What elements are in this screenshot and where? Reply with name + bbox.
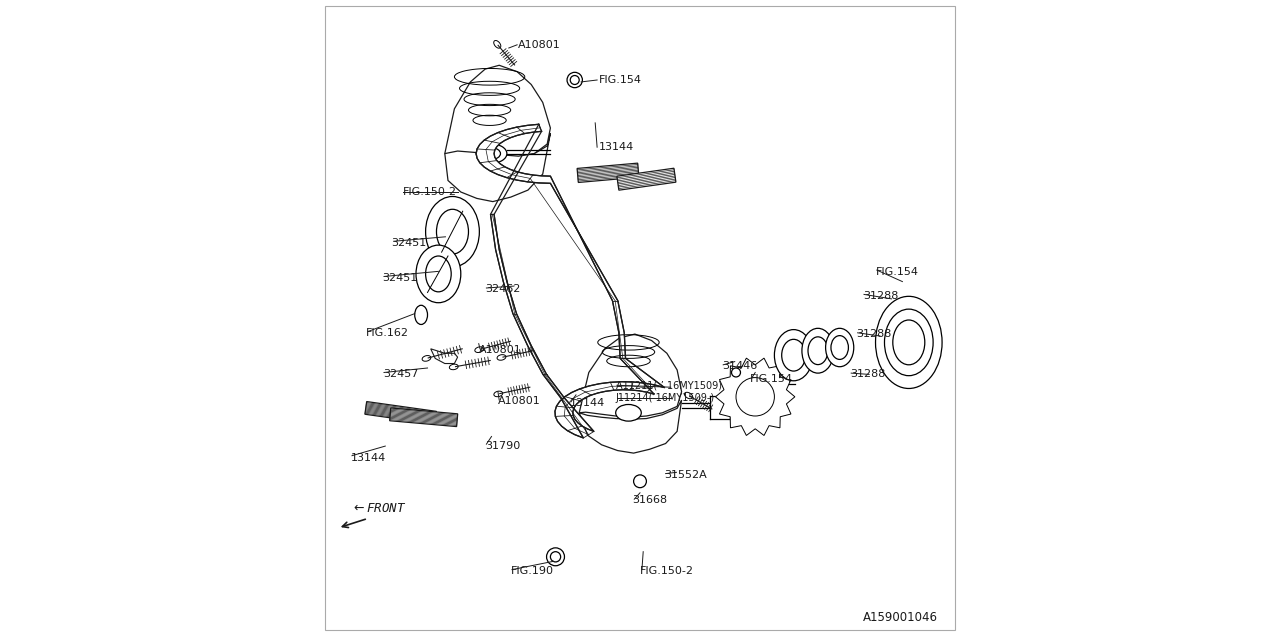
Text: 13144: 13144	[351, 452, 387, 463]
Ellipse shape	[567, 72, 582, 88]
Polygon shape	[445, 65, 550, 160]
Polygon shape	[580, 334, 681, 417]
Polygon shape	[430, 349, 458, 364]
Ellipse shape	[476, 144, 507, 163]
Ellipse shape	[571, 76, 580, 84]
Text: J11214(’16MY1509-): J11214(’16MY1509-)	[616, 393, 714, 403]
Text: A10801: A10801	[518, 40, 561, 50]
Ellipse shape	[475, 347, 484, 353]
Text: A159001046: A159001046	[863, 611, 937, 624]
Ellipse shape	[876, 296, 942, 388]
Text: FIG.150-2: FIG.150-2	[403, 187, 457, 197]
Ellipse shape	[436, 209, 468, 254]
Text: FIG.154: FIG.154	[750, 374, 794, 384]
Ellipse shape	[831, 335, 849, 360]
Ellipse shape	[808, 337, 828, 365]
Text: FIG.150-2: FIG.150-2	[640, 566, 694, 576]
Ellipse shape	[774, 330, 813, 381]
Ellipse shape	[884, 309, 933, 376]
Ellipse shape	[483, 148, 500, 159]
Text: 31288: 31288	[850, 369, 886, 380]
Text: A10801: A10801	[479, 345, 521, 355]
Text: FIG.162: FIG.162	[366, 328, 410, 338]
Polygon shape	[445, 133, 550, 202]
Text: $\leftarrow$FRONT: $\leftarrow$FRONT	[351, 502, 406, 515]
Text: FIG.154: FIG.154	[876, 267, 919, 277]
Ellipse shape	[449, 364, 458, 370]
Text: 32451: 32451	[392, 238, 428, 248]
Text: 32457: 32457	[383, 369, 419, 380]
Text: FIG.154: FIG.154	[599, 75, 641, 85]
Ellipse shape	[494, 40, 500, 48]
Polygon shape	[580, 400, 681, 453]
Circle shape	[547, 548, 564, 566]
Circle shape	[550, 552, 561, 562]
Circle shape	[732, 368, 740, 377]
Text: 13144: 13144	[570, 398, 605, 408]
Ellipse shape	[782, 339, 805, 371]
Text: FIG.190: FIG.190	[511, 566, 554, 576]
Text: 32462: 32462	[485, 284, 521, 294]
Polygon shape	[365, 401, 436, 424]
Circle shape	[634, 475, 646, 488]
Text: 31552A: 31552A	[664, 470, 707, 480]
Ellipse shape	[893, 320, 925, 365]
Ellipse shape	[826, 328, 854, 367]
Ellipse shape	[425, 256, 452, 292]
Ellipse shape	[425, 196, 480, 267]
Ellipse shape	[494, 391, 503, 397]
Text: 31288: 31288	[863, 291, 899, 301]
Polygon shape	[389, 408, 458, 427]
Ellipse shape	[616, 404, 641, 421]
Text: A10801: A10801	[498, 396, 540, 406]
Polygon shape	[476, 124, 664, 438]
Text: 13144: 13144	[599, 142, 634, 152]
Text: 31668: 31668	[632, 495, 667, 506]
Ellipse shape	[497, 355, 506, 360]
Ellipse shape	[685, 392, 692, 399]
Text: A11211(-’ 16MY1509): A11211(-’ 16MY1509)	[616, 380, 722, 390]
Ellipse shape	[416, 245, 461, 303]
Polygon shape	[577, 163, 639, 182]
Polygon shape	[617, 168, 676, 190]
Ellipse shape	[422, 356, 431, 361]
Polygon shape	[716, 358, 795, 435]
Text: 31446: 31446	[722, 361, 758, 371]
Text: 31288: 31288	[856, 329, 892, 339]
Ellipse shape	[801, 328, 835, 373]
Text: 31790: 31790	[485, 441, 521, 451]
Text: 32451: 32451	[381, 273, 417, 284]
Ellipse shape	[415, 305, 428, 324]
